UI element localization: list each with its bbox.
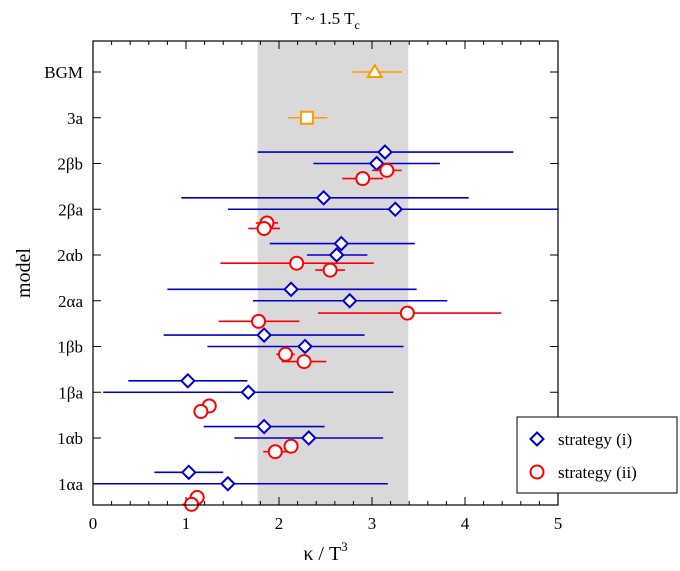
circle-marker	[356, 172, 369, 185]
x-axis-label-main: κ / T	[303, 543, 341, 565]
chart-title: T ~ 1.5 Tc	[291, 9, 360, 32]
circle-marker	[290, 257, 303, 270]
y-tick-label: 2αa	[58, 292, 83, 311]
y-tick-label: 2αb	[57, 246, 83, 265]
x-axis-label-superscript: 3	[341, 539, 348, 554]
circle-marker	[252, 315, 265, 328]
y-tick-label: 1βa	[58, 383, 83, 402]
circle-marker	[185, 498, 198, 511]
y-tick-label: 2βb	[57, 155, 83, 174]
x-axis-label: κ / T3	[303, 539, 347, 565]
circle-marker	[258, 222, 271, 235]
circle-marker	[194, 405, 207, 418]
legend-label-strategy-ii: strategy (ii)	[558, 463, 637, 482]
y-axis-label: model	[13, 248, 35, 298]
x-tick-label: 5	[554, 514, 563, 533]
x-tick-label: 1	[182, 514, 191, 533]
y-tick-label: 2βa	[58, 200, 83, 219]
diamond-marker	[181, 374, 194, 387]
circle-marker	[285, 440, 298, 453]
diamond-marker	[242, 386, 255, 399]
diamond-marker	[221, 477, 234, 490]
y-tick-label: 1αb	[57, 429, 83, 448]
chart-title-main: T ~ 1.5 T	[291, 9, 355, 28]
circle-marker	[279, 348, 292, 361]
y-tick-label: 3a	[67, 109, 84, 128]
legend-label-strategy-i: strategy (i)	[558, 430, 632, 449]
circle-marker	[380, 164, 393, 177]
x-tick-label: 0	[89, 514, 98, 533]
circle-marker	[269, 445, 282, 458]
x-tick-label: 4	[461, 514, 470, 533]
circle-marker	[324, 264, 337, 277]
y-tick-label: 1βb	[57, 338, 83, 357]
y-tick-label: BGM	[44, 63, 83, 82]
diamond-marker	[182, 466, 195, 479]
x-tick-label: 2	[275, 514, 284, 533]
y-tick-label: 1αa	[58, 475, 83, 494]
x-tick-label: 3	[368, 514, 377, 533]
legend: strategy (i) strategy (ii)	[517, 417, 677, 493]
square-marker	[301, 112, 313, 124]
chart-title-subscript: c	[355, 18, 360, 32]
circle-marker	[401, 307, 414, 320]
circle-marker	[298, 355, 311, 368]
